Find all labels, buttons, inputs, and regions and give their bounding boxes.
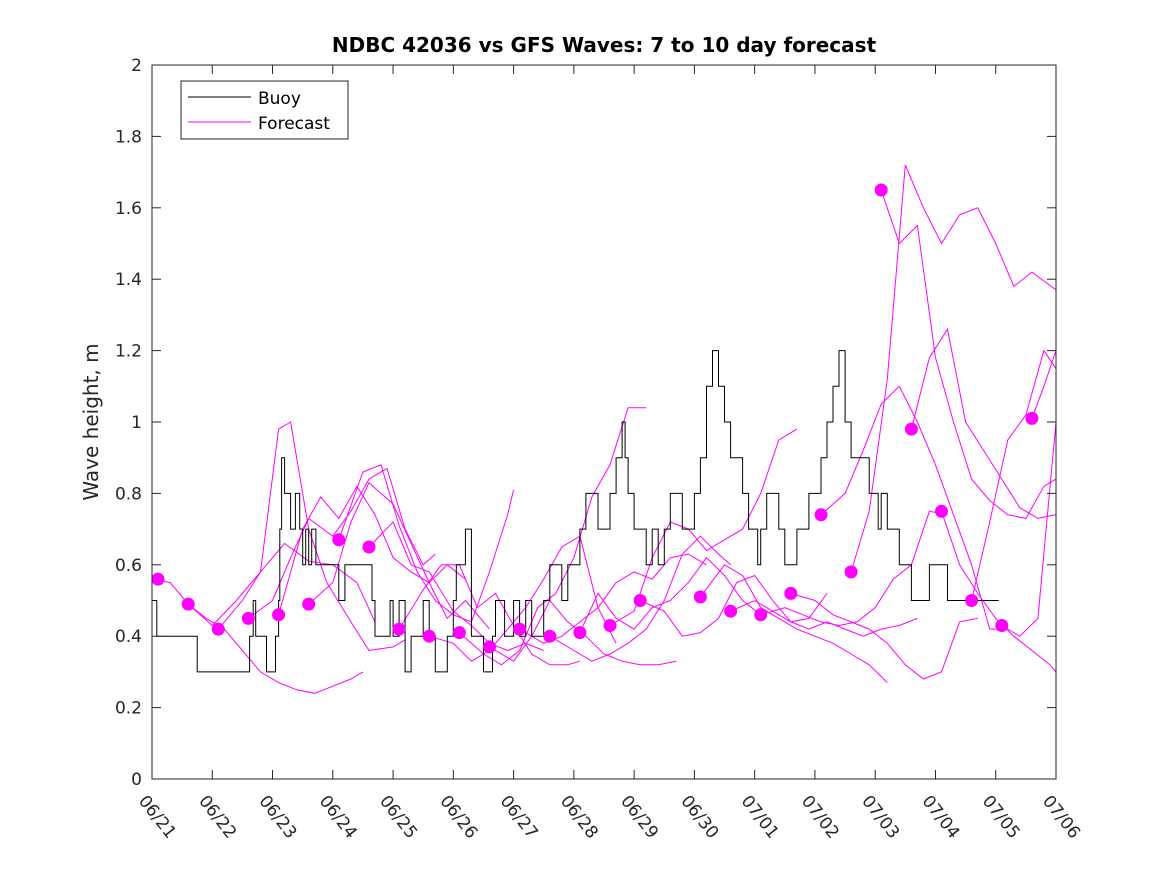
- forecast-marker: [754, 608, 768, 622]
- x-tick-label: 06/25: [375, 792, 421, 843]
- x-tick-label: 07/06: [1038, 792, 1084, 843]
- x-tick-label: 07/01: [737, 792, 783, 843]
- forecast-line: [278, 485, 466, 615]
- forecast-marker: [241, 611, 255, 625]
- forecast-marker: [693, 590, 707, 604]
- forecast-line: [248, 467, 436, 619]
- y-tick-label: 0.6: [115, 556, 142, 576]
- forecast-marker: [543, 629, 557, 643]
- forecast-marker: [332, 533, 346, 547]
- forecast-line: [639, 574, 828, 637]
- y-tick-label: 0.4: [115, 627, 142, 647]
- buoy-line: [152, 350, 999, 673]
- forecast-marker: [362, 540, 376, 554]
- forecast-marker: [874, 183, 888, 197]
- forecast-marker: [904, 422, 918, 436]
- forecast-line: [971, 349, 1057, 601]
- forecast-marker: [633, 594, 647, 607]
- forecast-marker: [995, 619, 1009, 632]
- forecast-line: [549, 535, 731, 662]
- forecast-marker: [211, 622, 225, 636]
- x-tick-label: 07/03: [857, 792, 903, 843]
- forecast-marker: [1025, 411, 1039, 425]
- forecast-marker: [302, 597, 316, 611]
- forecast-marker: [724, 604, 738, 618]
- forecast-line: [579, 556, 762, 633]
- forecast-marker: [784, 586, 798, 600]
- forecast-line: [820, 385, 1002, 630]
- plot-background: [152, 65, 1056, 779]
- y-tick-label: 0.8: [115, 484, 142, 504]
- y-axis: 0 0.2 0.4 0.6 0.8 1 1.2 1.4 1.6 1.8 2: [115, 56, 1056, 790]
- x-tick-label: 07/02: [797, 792, 843, 843]
- forecast-marker: [844, 565, 858, 579]
- forecast-line: [368, 521, 544, 652]
- y-tick-label: 0: [131, 770, 142, 790]
- forecast-marker: [452, 626, 466, 640]
- forecast-marker: [935, 504, 948, 518]
- forecast-line: [910, 327, 1057, 519]
- x-tick-label: 06/29: [616, 792, 662, 843]
- forecast-marker: [181, 597, 195, 611]
- x-tick-label: 06/30: [676, 792, 722, 843]
- forecast-marker: [272, 608, 286, 622]
- forecast-line: [700, 564, 888, 683]
- forecast-series-group: [151, 164, 1057, 694]
- forecast-line: [459, 407, 647, 666]
- legend: Buoy Forecast: [180, 80, 349, 140]
- y-tick-label: 1: [131, 413, 142, 433]
- x-tick-label: 06/27: [496, 792, 542, 843]
- chart-title: NDBC 42036 vs GFS Waves: 7 to 10 day for…: [332, 33, 877, 57]
- forecast-markers-group: [151, 183, 1039, 654]
- forecast-marker: [513, 622, 527, 636]
- forecast-line: [1001, 421, 1057, 637]
- x-tick-label: 06/23: [255, 792, 301, 843]
- forecast-line: [790, 592, 978, 680]
- y-tick-label: 1.2: [115, 342, 142, 362]
- forecast-marker: [573, 626, 587, 640]
- y-tick-label: 1.4: [115, 270, 142, 290]
- legend-forecast-label: Forecast: [258, 114, 330, 134]
- forecast-marker: [603, 619, 617, 632]
- x-tick-label: 07/04: [918, 792, 964, 843]
- forecast-line: [398, 564, 581, 666]
- forecast-marker: [392, 622, 406, 636]
- forecast-line: [187, 542, 376, 627]
- forecast-marker: [814, 508, 828, 522]
- y-axis-label: Wave height, m: [79, 343, 103, 500]
- x-tick-label: 06/21: [134, 792, 180, 843]
- y-tick-label: 2: [131, 56, 142, 76]
- forecast-line: [308, 481, 490, 630]
- y-tick-label: 0.2: [115, 699, 142, 719]
- forecast-marker: [483, 640, 496, 654]
- y-tick-label: 1.6: [115, 199, 142, 219]
- forecast-marker: [965, 594, 979, 607]
- forecast-line: [760, 510, 948, 627]
- x-tick-label: 06/22: [194, 792, 240, 843]
- forecast-line: [850, 164, 1057, 573]
- x-tick-label: 06/28: [556, 792, 602, 843]
- forecast-line: [489, 599, 677, 666]
- forecast-marker: [422, 629, 436, 643]
- forecast-line: [338, 464, 515, 623]
- legend-box: [180, 80, 349, 140]
- legend-buoy-label: Buoy: [258, 89, 301, 109]
- buoy-series-group: [152, 350, 999, 673]
- forecast-line: [880, 189, 1057, 519]
- x-tick-label: 07/05: [978, 792, 1024, 843]
- forecast-marker: [151, 572, 165, 586]
- x-tick-label: 06/26: [435, 792, 481, 843]
- x-tick-label: 06/24: [315, 792, 361, 843]
- y-tick-label: 1.8: [115, 127, 142, 147]
- forecast-line: [730, 599, 918, 637]
- forecast-line: [1031, 350, 1057, 419]
- forecast-line: [609, 428, 798, 626]
